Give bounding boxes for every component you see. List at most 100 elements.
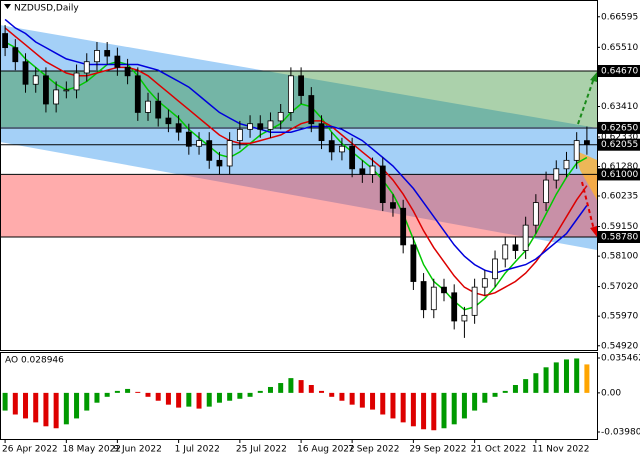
candle-body <box>104 50 111 57</box>
ao-bar <box>186 392 192 407</box>
candle-body <box>22 61 29 85</box>
level-box <box>598 168 640 181</box>
ao-bar <box>237 392 243 399</box>
ao-bar <box>308 385 314 393</box>
candle-body <box>206 140 213 161</box>
moving-average <box>4 41 588 311</box>
candle-body <box>114 55 121 68</box>
y-tick-label: 0.55970 <box>601 312 638 322</box>
candle-body <box>155 100 162 119</box>
ao-bar <box>584 364 590 393</box>
candle-body <box>543 179 549 204</box>
candle-body <box>410 244 417 282</box>
up-arrow-head <box>590 72 597 82</box>
level-label: 0.61000 <box>601 170 638 180</box>
x-tick-label: 18 May 2022 <box>62 445 121 455</box>
ao-bar <box>257 390 263 393</box>
ao-title: AO 0.028946 <box>5 356 64 366</box>
ao-bar <box>84 392 90 411</box>
y-tick-label: 0.66595 <box>601 12 638 22</box>
down-arrow <box>581 181 595 231</box>
level-label: 0.62650 <box>601 123 638 133</box>
ao-bar <box>2 392 8 411</box>
ao-bar <box>441 392 447 429</box>
ao-bar <box>74 392 80 419</box>
ao-bar <box>543 367 549 393</box>
ao-bar <box>165 392 171 405</box>
y-tick-label: 0.59150 <box>601 222 638 232</box>
x-tick-label: 1 Jul 2022 <box>175 445 220 455</box>
ao-bar <box>400 392 406 423</box>
x-tick-label: 9 Jun 2022 <box>113 445 161 455</box>
ao-bar <box>370 392 376 410</box>
candle-body <box>379 165 386 204</box>
channel <box>0 25 597 250</box>
ao-bar <box>431 392 437 431</box>
candle-body <box>553 168 560 181</box>
ao-bar <box>512 385 518 393</box>
candle-body <box>185 131 192 147</box>
ao-bar <box>482 392 488 403</box>
x-tick-label: 7 Sep 2022 <box>348 445 399 455</box>
level-label: 0.62055 <box>601 140 638 150</box>
ao-bar <box>574 358 580 393</box>
x-tick-label: 26 Apr 2022 <box>2 445 58 455</box>
candle-body <box>318 123 325 142</box>
candle-body <box>12 47 19 63</box>
x-tick-label: 25 Jul 2022 <box>236 445 287 455</box>
candle-body <box>298 75 305 96</box>
ao-bar <box>43 392 49 427</box>
ao-bar <box>553 362 559 393</box>
candle-body <box>573 140 580 161</box>
up-arrow <box>577 77 595 125</box>
candle-body <box>53 89 60 105</box>
candle-body <box>563 159 570 170</box>
ao-bar <box>329 392 335 397</box>
ao-bar <box>247 392 253 397</box>
ao-bar <box>421 392 427 430</box>
candle-body <box>2 33 9 49</box>
ao-bar <box>298 380 304 393</box>
level-box <box>598 230 640 243</box>
candle-body <box>390 202 396 209</box>
candle-body <box>63 89 70 92</box>
candle-body <box>339 145 345 153</box>
candle-body <box>134 75 141 113</box>
candle-body <box>441 286 447 294</box>
ao-bar <box>125 388 131 393</box>
ao-bar <box>390 392 396 419</box>
ao-bar <box>339 392 345 401</box>
ao-bar <box>216 392 222 403</box>
down-arrow-head <box>590 226 597 237</box>
y-tick-label: -0.039807 <box>601 428 640 438</box>
ao-bar <box>155 392 161 401</box>
ao-frame <box>0 352 598 440</box>
level-label: 0.64670 <box>601 67 638 77</box>
candle-body <box>165 117 172 125</box>
candle-body <box>308 95 315 125</box>
y-tick-label: 0.54920 <box>601 341 638 351</box>
candle-body <box>145 100 151 113</box>
candle-body <box>492 258 498 280</box>
candle-body <box>226 140 233 167</box>
ao-bar <box>410 392 416 427</box>
candle-body <box>471 286 478 316</box>
ao-bar <box>176 392 182 408</box>
main-frame <box>0 0 598 351</box>
ao-bar <box>114 390 120 393</box>
ao-bar <box>380 392 386 415</box>
ao-bar <box>461 392 467 419</box>
title-icon <box>4 4 11 9</box>
ao-bar <box>227 392 233 401</box>
ao-bar <box>523 379 529 393</box>
ao-bar <box>206 392 212 407</box>
candle-body <box>216 159 223 167</box>
y-tick-label: 0.57020 <box>601 282 638 292</box>
ao-bar <box>53 392 59 429</box>
ao-bar <box>349 392 355 405</box>
candle-body <box>502 244 509 260</box>
ao-bar <box>196 392 202 409</box>
level-box <box>598 121 640 134</box>
ao-bar <box>33 392 39 423</box>
